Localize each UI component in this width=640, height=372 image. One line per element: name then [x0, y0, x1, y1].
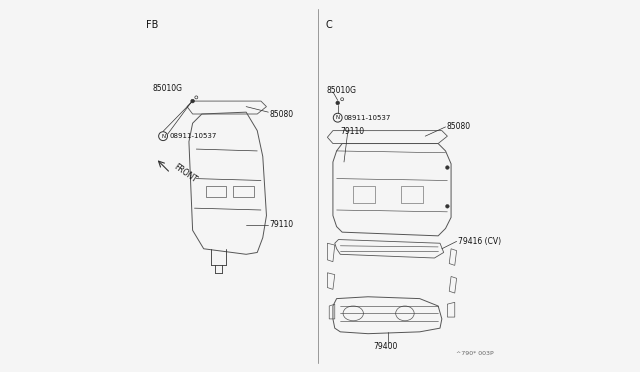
- Text: 85080: 85080: [447, 122, 471, 131]
- Text: 79110: 79110: [269, 220, 293, 229]
- Circle shape: [445, 205, 449, 208]
- Text: FRONT: FRONT: [172, 162, 199, 184]
- Text: ^790* 003P: ^790* 003P: [456, 351, 493, 356]
- Text: FB: FB: [147, 20, 159, 30]
- Text: 85080: 85080: [269, 109, 293, 119]
- Circle shape: [191, 99, 195, 103]
- Text: C: C: [326, 20, 332, 30]
- Text: N: N: [161, 134, 165, 139]
- Text: 08911-10537: 08911-10537: [344, 115, 392, 121]
- Text: 85010G: 85010G: [326, 86, 356, 94]
- Text: 85010G: 85010G: [152, 84, 182, 93]
- Text: 08911-10537: 08911-10537: [170, 133, 217, 139]
- Circle shape: [445, 166, 449, 169]
- Text: 79400: 79400: [374, 342, 398, 351]
- Text: N: N: [335, 115, 340, 120]
- Text: 79110: 79110: [340, 127, 364, 136]
- Text: 79416 (CV): 79416 (CV): [458, 237, 501, 246]
- Circle shape: [336, 101, 340, 105]
